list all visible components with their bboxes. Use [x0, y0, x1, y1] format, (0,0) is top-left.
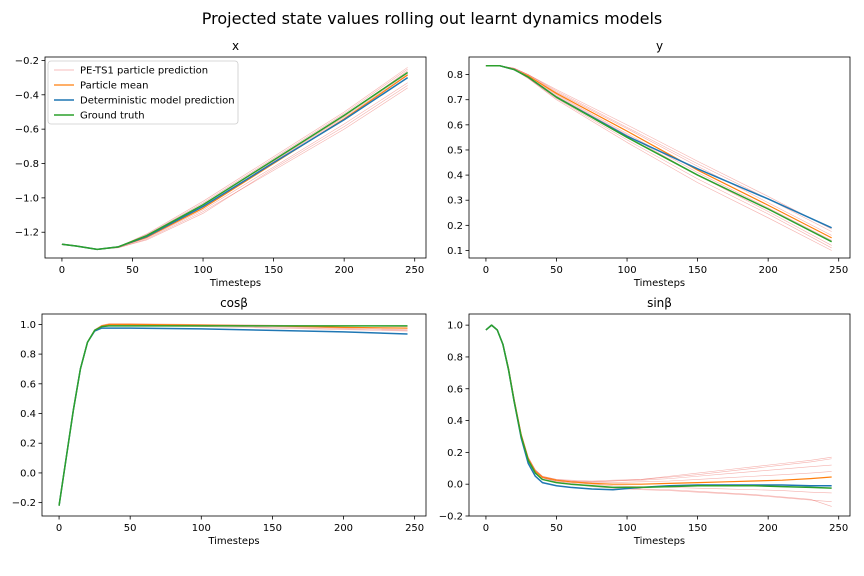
y-tick-label: 0.2: [447, 448, 463, 459]
subplot-title: cosβ: [220, 296, 248, 310]
x-tick-label: 50: [126, 265, 139, 276]
subplot-title: sinβ: [647, 296, 672, 310]
y-tick-label: 0.8: [20, 350, 36, 361]
axes-frame: [468, 313, 851, 517]
legend-entry-label: Particle mean: [80, 81, 149, 92]
subplot-1: x 0 50 100 150 200 250 −1.2 −1.0 −0.8 −0.6 −0.4 −0.2…: [15, 39, 427, 289]
x-tick-label: 200: [334, 523, 353, 534]
y-tick-label: −0.6: [15, 125, 39, 136]
x-tick-label: 100: [617, 523, 636, 534]
y-tick-label: 0.0: [447, 480, 463, 491]
y-tick-label: 0.4: [447, 171, 463, 182]
y-tick-label: 0.3: [447, 196, 463, 207]
x-tick-label: 150: [688, 523, 707, 534]
x-tick-label: 200: [335, 265, 354, 276]
x-tick-label: 100: [617, 265, 636, 276]
x-axis-label: Timesteps: [207, 536, 259, 547]
x-tick-label: 200: [759, 523, 778, 534]
y-tick-label: 0.6: [20, 379, 36, 390]
y-tick-label: 0.6: [447, 384, 463, 395]
y-tick-label: 0.0: [20, 468, 36, 479]
x-tick-label: 0: [483, 523, 489, 534]
y-tick-label: 0.2: [20, 439, 36, 450]
subplot-title: y: [656, 39, 663, 53]
series-line-ground-truth: [58, 325, 408, 506]
x-tick-label: 50: [550, 523, 563, 534]
legend: PE-TS1 particle prediction Particle mean D…: [47, 60, 239, 125]
y-tick-label: 0.5: [447, 145, 463, 156]
x-tick-label: 0: [56, 523, 62, 534]
x-axis-label: Timesteps: [633, 278, 685, 289]
legend-entry-label: PE-TS1 particle prediction: [80, 66, 208, 77]
x-tick-label: 0: [59, 265, 65, 276]
subplots: x 0 50 100 150 200 250 −1.2 −1.0 −0.8 −0.6 −0.4 −0.2…: [12, 39, 851, 547]
legend-entry-label: Ground truth: [80, 111, 145, 122]
y-tick-label: 0.4: [20, 409, 36, 420]
axes-frame: [41, 313, 427, 517]
subplot-title: x: [232, 39, 239, 53]
y-tick-label: 0.4: [447, 416, 463, 427]
y-tick-label: −0.2: [12, 498, 36, 509]
subplot-3: cosβ 0 50 100 150 200 250 −0.2 0.0 0.2 0.4 0.6 0.8 1.…: [12, 296, 427, 547]
y-tick-label: 1.0: [447, 321, 463, 332]
series-line-ground-truth: [485, 324, 832, 489]
series-line-ground-truth: [485, 65, 833, 243]
x-tick-label: 100: [192, 523, 211, 534]
series-lines: [485, 324, 832, 507]
y-tick-label: −1.0: [15, 193, 39, 204]
series-lines: [58, 323, 408, 506]
figure-title: Projected state values rolling out learn…: [202, 9, 662, 28]
subplot-4: sinβ 0 50 100 150 200 250 −0.2 0.0 0.2 0.4 0.6 0.8 1.…: [439, 296, 851, 547]
legend-entry-label: Deterministic model prediction: [80, 96, 235, 107]
x-tick-label: 250: [405, 523, 424, 534]
axes-frame: [468, 56, 851, 259]
y-tick-label: 0.8: [447, 70, 463, 81]
y-tick-label: −0.2: [15, 56, 39, 67]
y-tick-label: −1.2: [15, 228, 39, 239]
y-tick-label: 1.0: [20, 320, 36, 331]
series-lines: [485, 65, 833, 251]
subplot-2: y 0 50 100 150 200 250 0.1 0.2 0.3 0.4 0.5 0.6 0.7 0.8…: [447, 39, 851, 289]
x-tick-label: 150: [263, 523, 282, 534]
y-tick-label: 0.6: [447, 120, 463, 131]
x-tick-label: 250: [829, 523, 848, 534]
x-tick-label: 200: [759, 265, 778, 276]
x-tick-label: 50: [124, 523, 137, 534]
axes-frame: [44, 56, 427, 259]
y-tick-label: −0.4: [15, 90, 39, 101]
x-tick-label: 250: [405, 265, 424, 276]
series-line-ground-truth: [61, 71, 409, 251]
x-tick-label: 250: [829, 265, 848, 276]
x-tick-label: 150: [688, 265, 707, 276]
x-tick-label: 0: [483, 265, 489, 276]
y-tick-label: −0.2: [439, 512, 463, 523]
x-axis-label: Timesteps: [633, 536, 685, 547]
y-tick-label: 0.1: [447, 246, 463, 257]
y-tick-label: 0.2: [447, 221, 463, 232]
y-tick-label: −0.8: [15, 159, 39, 170]
series-lines: [61, 67, 409, 251]
x-tick-label: 150: [264, 265, 283, 276]
x-tick-label: 50: [550, 265, 563, 276]
x-axis-label: Timesteps: [209, 278, 261, 289]
legend-box: [47, 60, 239, 125]
y-tick-label: 0.7: [447, 95, 463, 106]
x-tick-label: 100: [193, 265, 212, 276]
y-tick-label: 0.8: [447, 352, 463, 363]
